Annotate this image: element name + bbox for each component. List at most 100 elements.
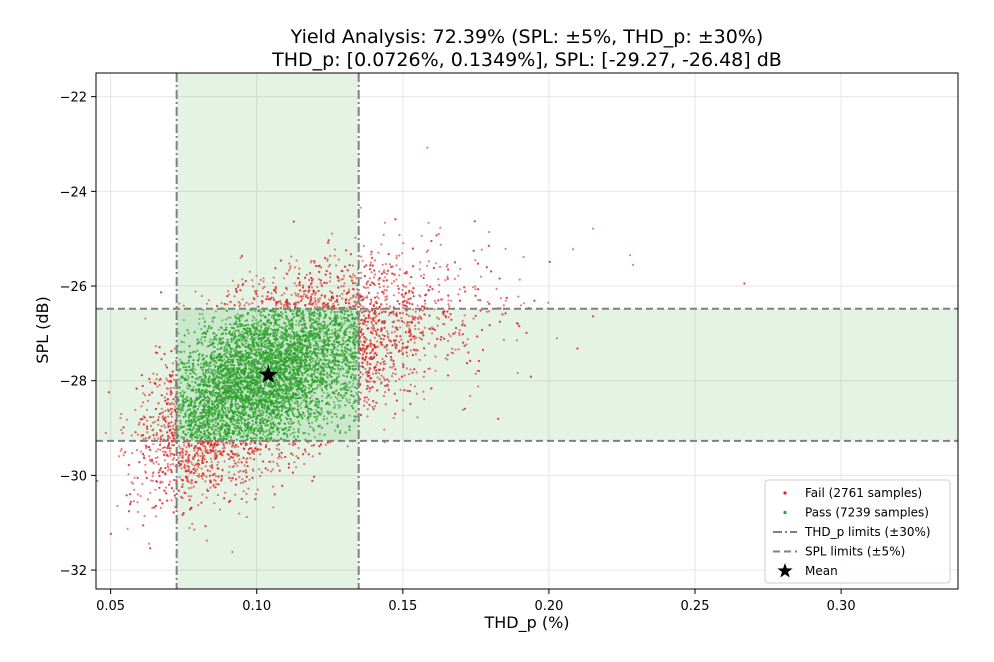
fail-point — [383, 221, 386, 224]
fail-point — [179, 447, 182, 450]
fail-point — [164, 466, 167, 470]
fail-point — [384, 362, 387, 365]
fail-point — [223, 446, 226, 449]
fail-point — [477, 369, 480, 373]
fail-point — [261, 287, 265, 290]
fail-point — [406, 389, 409, 392]
fail-point — [234, 483, 238, 486]
fail-point — [290, 452, 293, 455]
fail-point — [362, 244, 365, 248]
fail-point — [505, 296, 508, 299]
fail-point — [405, 313, 408, 316]
fail-point — [447, 299, 450, 302]
fail-point — [363, 396, 366, 399]
fail-point — [174, 421, 177, 424]
fail-point — [458, 331, 461, 334]
fail-point — [377, 372, 380, 375]
fail-point — [386, 378, 389, 381]
fail-point — [432, 266, 435, 270]
fail-point — [333, 254, 336, 257]
fail-point — [297, 301, 300, 304]
fail-point — [205, 302, 209, 305]
fail-point — [214, 457, 217, 460]
fail-point — [158, 384, 161, 387]
fail-point — [411, 247, 414, 250]
fail-point — [324, 273, 327, 276]
fail-point — [130, 481, 133, 484]
fail-point — [262, 460, 265, 463]
fail-point — [181, 454, 184, 457]
fail-point — [285, 272, 288, 275]
fail-point — [365, 378, 368, 381]
fail-point — [243, 447, 246, 451]
fail-point — [153, 506, 156, 509]
fail-point — [362, 285, 365, 289]
fail-point — [137, 423, 140, 426]
fail-point — [295, 294, 298, 297]
fail-point — [371, 329, 374, 332]
fail-point — [377, 251, 380, 254]
fail-point — [245, 515, 248, 519]
fail-point — [369, 264, 372, 267]
fail-point — [181, 513, 184, 517]
pass-point — [320, 329, 323, 332]
fail-point — [272, 281, 275, 284]
fail-point — [330, 296, 333, 299]
fail-point — [420, 338, 423, 341]
fail-point — [222, 444, 226, 448]
fail-point — [157, 471, 160, 474]
fail-point — [365, 324, 368, 327]
fail-point — [499, 307, 502, 310]
pass-point — [334, 395, 337, 399]
fail-point — [309, 283, 312, 286]
fail-point — [382, 279, 385, 282]
fail-point — [487, 244, 490, 247]
fail-point — [407, 298, 410, 301]
fail-point — [385, 289, 388, 292]
fail-point — [188, 454, 191, 457]
fail-point — [370, 271, 373, 274]
fail-point — [373, 316, 376, 319]
fail-point — [272, 506, 275, 509]
fail-point — [391, 272, 394, 275]
fail-point — [383, 269, 386, 272]
fail-point — [180, 459, 183, 463]
fail-point — [242, 470, 245, 473]
pass-point — [341, 337, 344, 340]
fail-point — [183, 463, 186, 466]
fail-point — [375, 363, 378, 366]
fail-point — [265, 444, 268, 447]
fail-point — [367, 371, 371, 374]
fail-point — [127, 463, 130, 467]
fail-point — [433, 308, 436, 311]
fail-point — [236, 445, 239, 448]
fail-point — [316, 298, 320, 301]
fail-point — [302, 453, 305, 456]
fail-point — [338, 294, 341, 297]
fail-point — [179, 463, 182, 467]
fail-point — [370, 301, 373, 304]
fail-point — [368, 390, 371, 393]
fail-point — [365, 352, 368, 355]
fail-point — [371, 332, 374, 335]
fail-point — [181, 496, 184, 499]
fail-point — [139, 495, 142, 498]
fail-point — [275, 447, 278, 450]
fail-point — [418, 268, 421, 271]
fail-point — [423, 313, 426, 316]
pass-point — [320, 409, 323, 412]
fail-point — [472, 249, 475, 252]
fail-point — [196, 452, 199, 455]
fail-point — [361, 259, 364, 262]
fail-point — [171, 458, 174, 461]
fail-point — [487, 230, 491, 234]
fail-point — [395, 399, 398, 402]
fail-point — [352, 288, 355, 291]
fail-point — [423, 370, 426, 373]
fail-point — [421, 330, 424, 333]
fail-point — [144, 317, 147, 320]
fail-point — [203, 458, 206, 461]
fail-point — [215, 444, 218, 447]
pass-point — [185, 410, 188, 414]
fail-point — [157, 416, 160, 419]
